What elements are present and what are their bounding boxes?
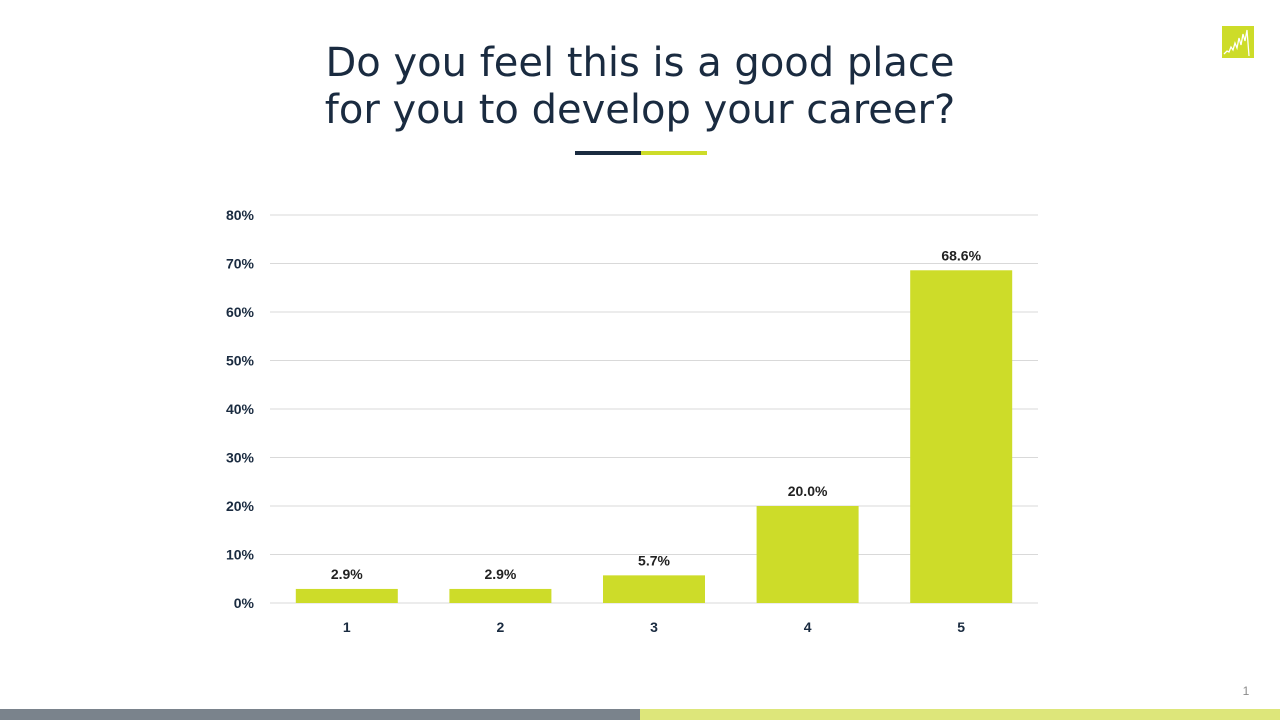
x-tick-label: 4 bbox=[804, 619, 812, 635]
bar bbox=[295, 588, 398, 603]
x-tick-label: 5 bbox=[957, 619, 965, 635]
y-tick-label: 60% bbox=[226, 304, 255, 320]
data-label: 68.6% bbox=[941, 247, 981, 263]
title-line-2: for you to develop your career? bbox=[324, 87, 956, 133]
y-tick-label: 50% bbox=[226, 353, 255, 369]
title-underline-dark bbox=[575, 151, 641, 155]
y-tick-label: 70% bbox=[226, 256, 255, 272]
bar bbox=[756, 506, 859, 603]
data-label: 2.9% bbox=[331, 566, 363, 582]
data-label: 20.0% bbox=[788, 483, 828, 499]
bar bbox=[603, 575, 705, 603]
y-tick-label: 10% bbox=[226, 547, 255, 563]
title-line-1: Do you feel this is a good place bbox=[325, 40, 955, 86]
y-tick-label: 0% bbox=[234, 595, 255, 611]
y-tick-label: 40% bbox=[226, 401, 255, 417]
y-tick-label: 20% bbox=[226, 498, 255, 514]
y-tick-label: 80% bbox=[226, 207, 255, 223]
data-label: 5.7% bbox=[638, 552, 670, 568]
chart-line-logo-icon bbox=[1222, 26, 1254, 58]
slide-number: 1 bbox=[1242, 684, 1250, 698]
y-tick-label: 30% bbox=[226, 450, 255, 466]
footer-bar-left bbox=[0, 709, 640, 720]
title-underline-accent bbox=[641, 151, 707, 155]
x-tick-label: 2 bbox=[497, 619, 505, 635]
bar bbox=[449, 588, 552, 603]
bar bbox=[910, 270, 1013, 603]
x-tick-label: 1 bbox=[343, 619, 351, 635]
slide-title: Do you feel this is a good place for you… bbox=[0, 40, 1280, 134]
footer-bar-right bbox=[640, 709, 1280, 720]
data-label: 2.9% bbox=[484, 566, 516, 582]
x-tick-label: 3 bbox=[650, 619, 658, 635]
